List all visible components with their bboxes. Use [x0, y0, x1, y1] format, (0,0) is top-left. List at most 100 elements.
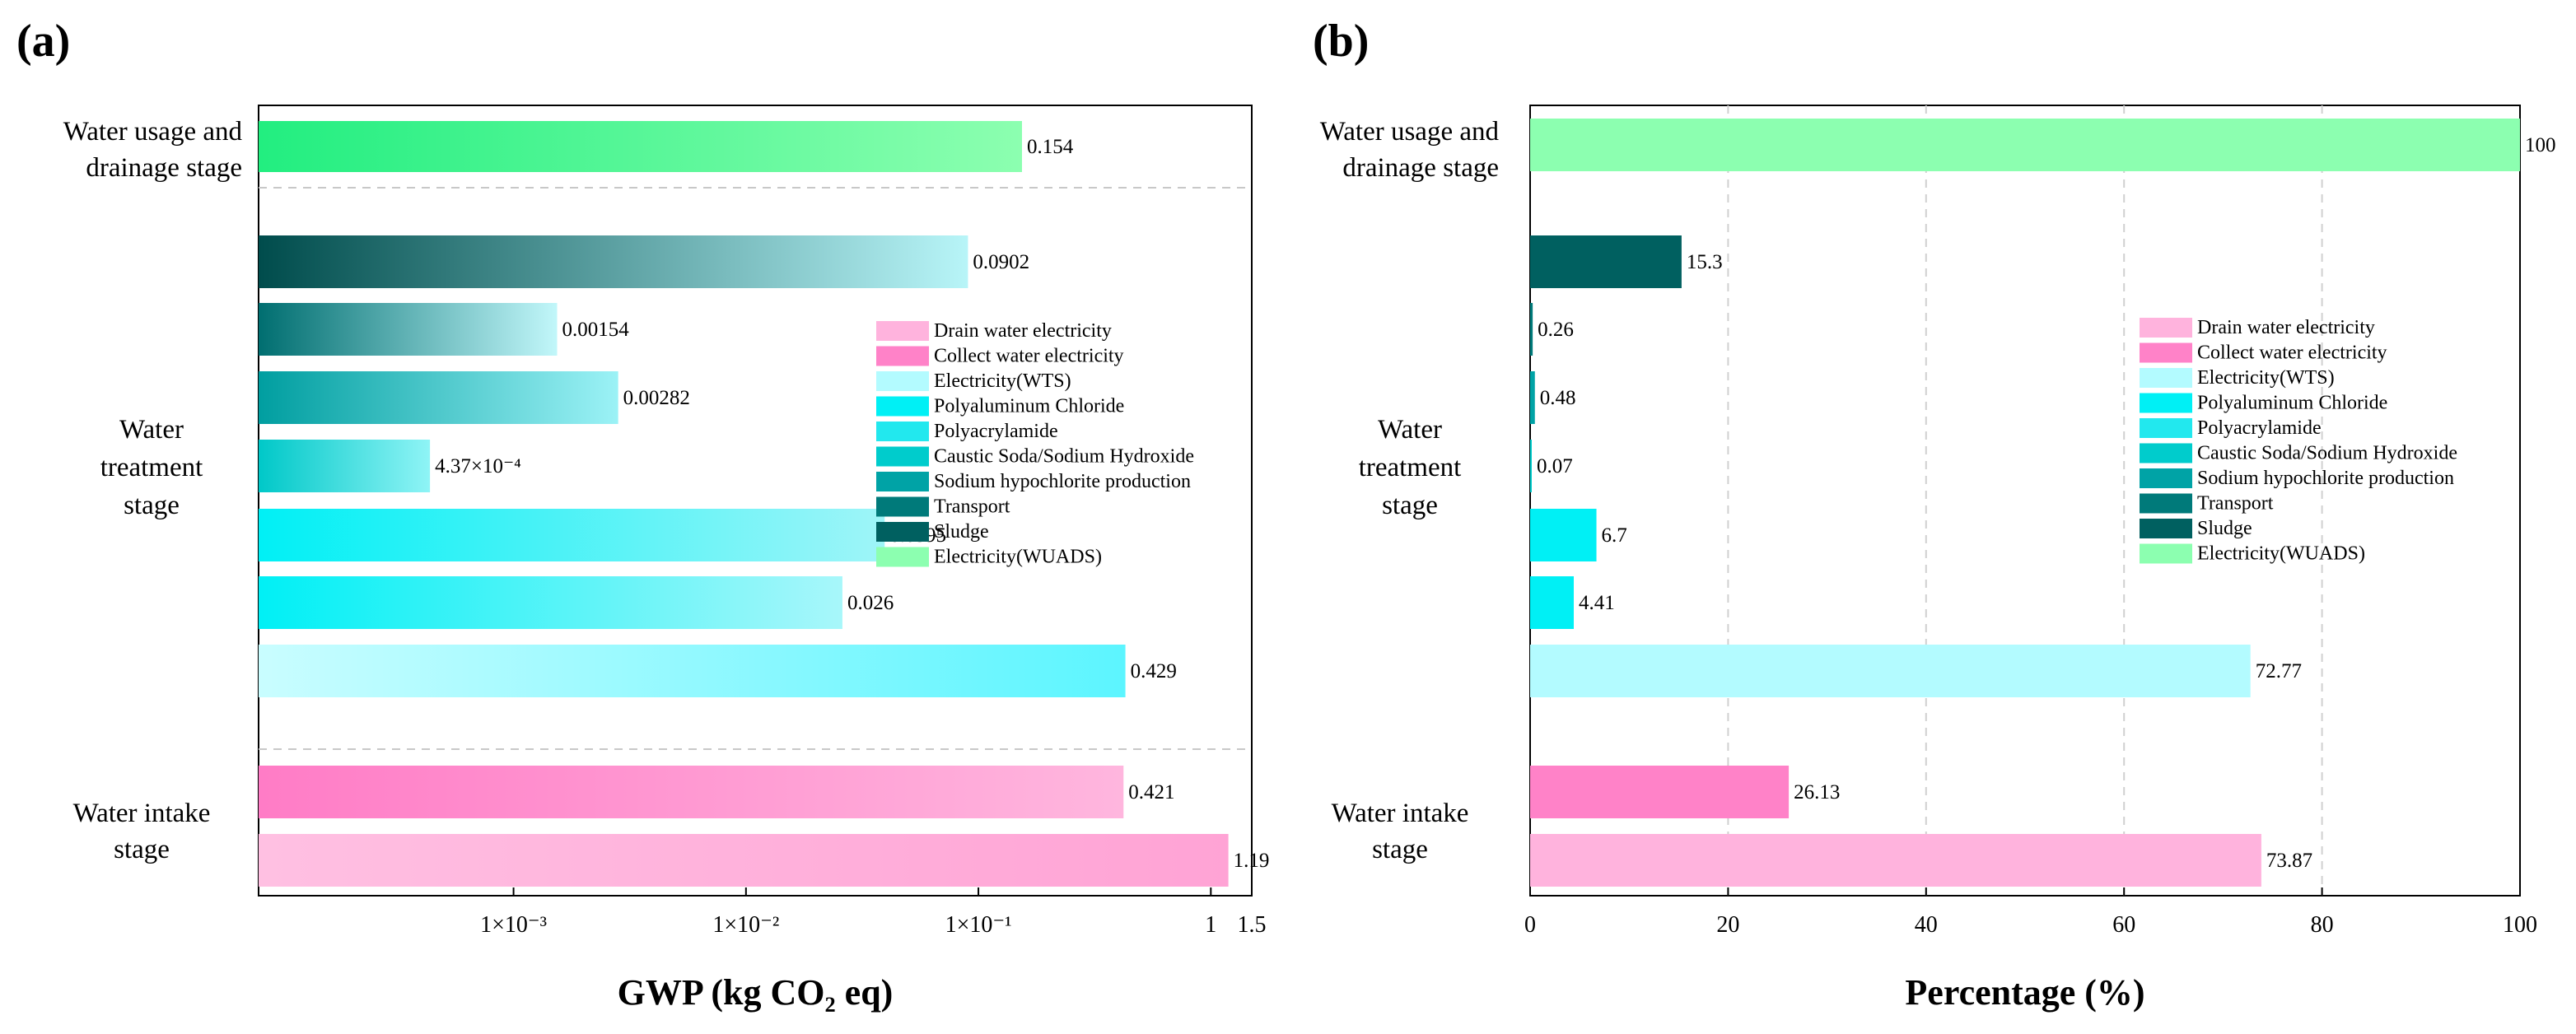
- bar-b-collect-water-electricity: [1530, 766, 1790, 818]
- legend-a-label-transport: Transport: [934, 496, 1010, 518]
- panel-b-bars: 100 15.3 0.26 0.48 0.07 6.7 4.41 72.77 26.13 73.8…: [1530, 119, 2556, 887]
- data-label-a-caustic-soda-sodium-hydroxide: 4.37×10⁻⁴: [435, 455, 521, 477]
- bar-a-polyacrylamide: [259, 509, 885, 561]
- panel-b-gridlines: [1727, 105, 2323, 896]
- data-label-a-drain-water-electricity: 1.19: [1234, 850, 1270, 872]
- legend-a-swatch-electricity-wts: [876, 371, 929, 391]
- legend-b-label-transport: Transport: [2197, 493, 2274, 515]
- legend-b-swatch-collect-water-electricity: [2140, 342, 2192, 363]
- panel-a-stage-labels: Water usage and drainage stage Water tre…: [63, 117, 243, 864]
- panel-b-legend: Drain water electricity Collect water ele…: [2140, 317, 2457, 565]
- tick-label-b: 40: [1915, 912, 1938, 938]
- legend-b-label-caustic-soda-sodium-hydroxide: Caustic Soda/Sodium Hydroxide: [2197, 443, 2457, 464]
- legend-b-swatch-caustic-soda-sodium-hydroxide: [2140, 443, 2192, 463]
- panel-b-x-ticks: 0 20 40 60 80 100: [1524, 887, 2537, 938]
- legend-a-label-electricity-wts: Electricity(WTS): [934, 370, 1071, 392]
- data-label-b-drain-water-electricity: 73.87: [2266, 850, 2312, 872]
- bar-a-drain-water-electricity: [259, 834, 1229, 887]
- bar-a-transport: [259, 303, 558, 356]
- bar-b-electricity-wts: [1530, 645, 2251, 697]
- legend-b-swatch-sodium-hypochlorite-production: [2140, 468, 2192, 488]
- stage-label-usage-line2: drainage stage: [86, 153, 242, 183]
- stage-label-treatment-line2: treatment: [100, 453, 203, 482]
- tick-label-a: 1×10⁻²: [712, 912, 779, 938]
- legend-a-swatch-transport: [876, 496, 929, 517]
- bar-b-drain-water-electricity: [1530, 834, 2261, 887]
- bar-a-collect-water-electricity: [259, 766, 1124, 818]
- bar-a-polyaluminum-chloride: [259, 576, 842, 629]
- panel-a-plot-frame: [258, 105, 1253, 897]
- stage-label-b-intake-line2: stage: [1372, 835, 1428, 864]
- legend-a-label-caustic-soda-sodium-hydroxide: Caustic Soda/Sodium Hydroxide: [934, 446, 1194, 468]
- bar-a-caustic-soda-sodium-hydroxide: [259, 440, 431, 492]
- panel-b-x-axis-title: Percentage (%): [1905, 972, 2144, 1013]
- stage-label-b-treatment-line1: Water: [1378, 415, 1442, 445]
- stage-label-usage-line1: Water usage and: [63, 117, 243, 147]
- bar-b-caustic-soda-sodium-hydroxide: [1530, 440, 1532, 492]
- panel-b-stage-labels: Water usage and drainage stage Water tre…: [1320, 117, 1500, 864]
- legend-b-label-collect-water-electricity: Collect water electricity: [2197, 342, 2387, 364]
- legend-b-label-polyaluminum-chloride: Polyaluminum Chloride: [2197, 393, 2387, 414]
- tick-label-a: 1: [1205, 912, 1216, 938]
- stage-label-b-intake-line1: Water intake: [1332, 799, 1469, 828]
- data-label-b-electricity-wts: 72.77: [2256, 660, 2302, 682]
- tick-label-b: 100: [2503, 912, 2537, 938]
- legend-b-label-sodium-hypochlorite-production: Sodium hypochlorite production: [2197, 468, 2454, 489]
- legend-b-label-drain-water-electricity: Drain water electricity: [2197, 317, 2375, 338]
- legend-b-label-electricity-wts: Electricity(WTS): [2197, 367, 2335, 389]
- legend-b-swatch-polyacrylamide: [2140, 418, 2192, 438]
- legend-b-swatch-electricity-wts: [2140, 368, 2192, 388]
- stage-label-b-usage-line1: Water usage and: [1320, 117, 1500, 147]
- legend-a-swatch-caustic-soda-sodium-hydroxide: [876, 446, 929, 467]
- data-label-a-electricity-wuads: 0.154: [1027, 136, 1074, 158]
- legend-b-swatch-transport: [2140, 493, 2192, 514]
- panel-a-x-ticks: 1×10⁻³ 1×10⁻² 1×10⁻¹ 1 1.5: [480, 887, 1267, 938]
- data-label-b-sludge: 15.3: [1687, 251, 1723, 273]
- stage-label-intake-line1: Water intake: [73, 799, 211, 828]
- panel-a-legend: Drain water electricity Collect water ele…: [876, 320, 1194, 568]
- legend-b-label-electricity-wuads: Electricity(WUADS): [2197, 543, 2365, 565]
- data-label-a-polyaluminum-chloride: 0.026: [847, 592, 894, 614]
- panel-a-bars: 0.1540.09020.001540.002824.37×10⁻⁴0.0395…: [259, 121, 1269, 887]
- data-label-b-collect-water-electricity: 26.13: [1794, 781, 1840, 803]
- legend-a-label-sodium-hypochlorite-production: Sodium hypochlorite production: [934, 471, 1191, 492]
- data-label-a-transport: 0.00154: [562, 319, 630, 341]
- legend-b-label-polyacrylamide: Polyacrylamide: [2197, 417, 2322, 439]
- legend-a-label-collect-water-electricity: Collect water electricity: [934, 346, 1124, 367]
- legend-a-swatch-sodium-hypochlorite-production: [876, 472, 929, 491]
- legend-a-label-polyacrylamide: Polyacrylamide: [934, 421, 1058, 442]
- stage-label-b-usage-line2: drainage stage: [1342, 153, 1499, 183]
- legend-b-label-sludge: Sludge: [2197, 518, 2252, 539]
- tick-label-a: 1×10⁻¹: [945, 912, 1012, 938]
- data-label-a-sludge: 0.0902: [973, 251, 1029, 273]
- legend-b-swatch-drain-water-electricity: [2140, 318, 2192, 338]
- panel-b-plot-frame: [1529, 105, 2521, 897]
- bar-b-transport: [1530, 303, 1533, 356]
- bar-b-electricity-wuads: [1530, 119, 2520, 171]
- stage-label-b-treatment-line2: treatment: [1359, 453, 1462, 482]
- bar-b-polyacrylamide: [1530, 509, 1597, 561]
- bar-a-electricity-wts: [259, 645, 1126, 697]
- data-label-a-collect-water-electricity: 0.421: [1128, 781, 1174, 803]
- data-label-b-polyacrylamide: 6.7: [1602, 524, 1627, 547]
- data-label-a-sodium-hypochlorite-production: 0.00282: [623, 387, 690, 409]
- legend-b-swatch-electricity-wuads: [2140, 543, 2192, 564]
- legend-a-label-polyaluminum-chloride: Polyaluminum Chloride: [934, 396, 1124, 417]
- legend-a-swatch-collect-water-electricity: [876, 346, 929, 366]
- legend-b-swatch-sludge: [2140, 519, 2192, 538]
- data-label-b-caustic-soda-sodium-hydroxide: 0.07: [1537, 455, 1573, 477]
- bar-a-electricity-wuads: [259, 121, 1022, 172]
- bar-a-sodium-hypochlorite-production: [259, 371, 618, 424]
- stage-label-treatment-line3: stage: [124, 491, 180, 520]
- legend-a-swatch-electricity-wuads: [876, 547, 929, 567]
- legend-a-swatch-drain-water-electricity: [876, 321, 929, 341]
- legend-a-swatch-polyaluminum-chloride: [876, 396, 929, 417]
- legend-a-label-electricity-wuads: Electricity(WUADS): [934, 547, 1102, 568]
- panel-a-x-axis-title: GWP (kg CO₂ eq): [618, 972, 894, 1013]
- bar-b-sodium-hypochlorite-production: [1530, 371, 1535, 424]
- data-label-b-sodium-hypochlorite-production: 0.48: [1540, 387, 1576, 409]
- panel-b-label: (b): [1313, 16, 1369, 67]
- tick-label-a: 1.5: [1238, 912, 1267, 938]
- data-label-a-electricity-wts: 0.429: [1131, 660, 1177, 682]
